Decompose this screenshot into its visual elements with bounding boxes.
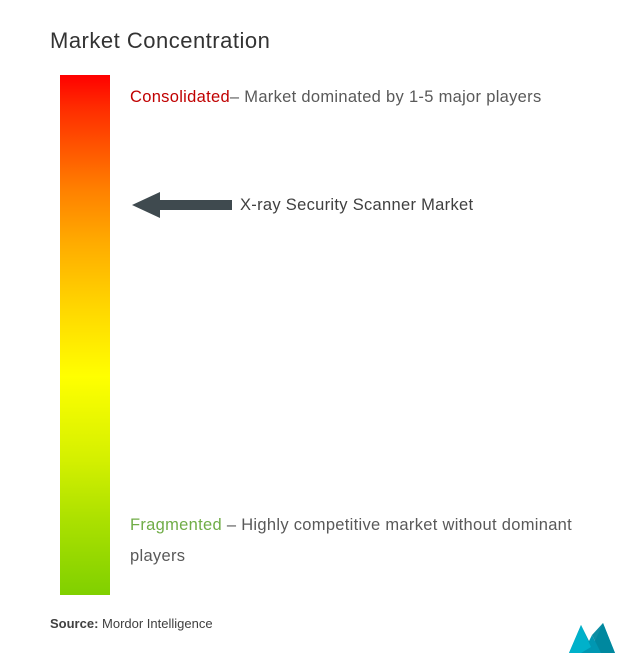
consolidated-label: Consolidated– Market dominated by 1-5 ma… <box>130 82 601 113</box>
source-key: Source: <box>50 616 98 631</box>
fragmented-keyword: Fragmented <box>130 516 222 534</box>
page-title: Market Concentration <box>50 28 270 54</box>
market-pointer-label: X-ray Security Scanner Market <box>240 196 473 215</box>
arrow-left-icon <box>132 190 232 220</box>
mordor-logo-icon <box>567 617 617 655</box>
consolidated-desc: – Market dominated by 1-5 major players <box>230 88 542 106</box>
market-pointer: X-ray Security Scanner Market <box>132 190 473 220</box>
fragmented-label: Fragmented – Highly competitive market w… <box>130 510 601 573</box>
concentration-gradient-bar <box>60 75 110 595</box>
source-value: Mordor Intelligence <box>98 616 212 631</box>
consolidated-keyword: Consolidated <box>130 88 230 106</box>
source-attribution: Source: Mordor Intelligence <box>50 616 213 631</box>
